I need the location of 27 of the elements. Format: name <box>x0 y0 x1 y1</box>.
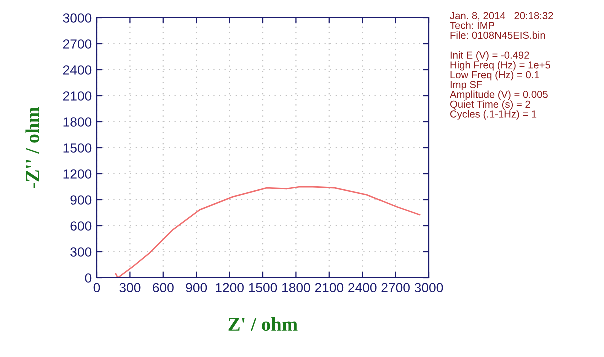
text: Jan. 8, 2014 20:18:32 Tech: IMP File: 0108N45EIS.bin <box>450 12 554 40</box>
y-tick-label: 1800 <box>64 118 92 127</box>
x-tick-label: 0 <box>94 283 100 293</box>
y-tick-label: 2700 <box>63 40 92 49</box>
x-tick-label: 1500 <box>249 283 278 293</box>
x-tick-label: 600 <box>153 283 174 293</box>
x-tick-label: 2100 <box>315 283 344 293</box>
x-axis-title: Z' / ohm <box>228 317 298 332</box>
y-axis-title: -Z'' / ohm <box>26 107 40 188</box>
y-tick-label: 300 <box>70 248 92 257</box>
y-tick-label: 0 <box>85 274 92 283</box>
x-tick-label: 900 <box>186 283 208 293</box>
y-tick-label: 900 <box>70 196 92 205</box>
x-tick-label: 2400 <box>348 283 377 293</box>
x-tick-label: 3000 <box>414 283 444 293</box>
x-tick-label: 2700 <box>382 283 410 293</box>
line-series <box>115 186 421 278</box>
y-tick-label: 600 <box>70 222 92 231</box>
x-tick-label: 1800 <box>282 283 310 293</box>
x-tick-label: 1200 <box>216 283 244 293</box>
y-tick-label: 2400 <box>63 66 92 75</box>
y-tick-label: 1500 <box>64 144 92 153</box>
text: Init E (V) = -0.492 High Freq (Hz) = 1e+5 Low Freq (Hz) = 0.1 Imp SF Amplitude (V) = 0.005 Quiet Time (s) = 2 Cycles (.1-1Hz) = 1 <box>450 52 550 120</box>
y-tick-label: 1200 <box>64 170 92 179</box>
x-tick-label: 300 <box>120 283 141 293</box>
y-tick-label: 3000 <box>63 14 92 23</box>
y-tick-label: 2100 <box>63 92 92 101</box>
